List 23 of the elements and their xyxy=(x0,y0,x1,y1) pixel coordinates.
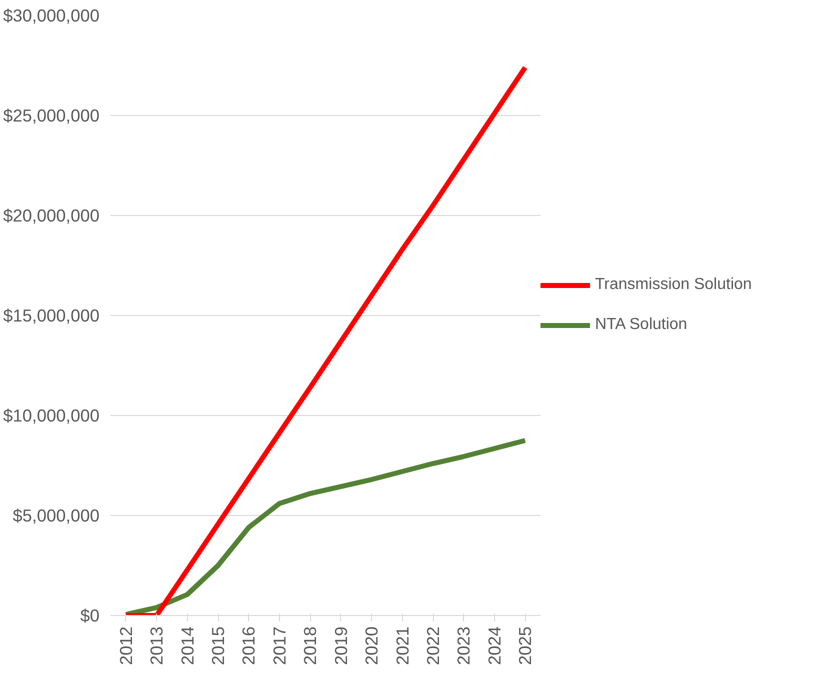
x-tick-label: 2016 xyxy=(238,626,259,666)
y-tick-label: $30,000,000 xyxy=(3,6,100,26)
x-tick-label: 2025 xyxy=(515,626,536,666)
y-tick-label: $25,000,000 xyxy=(3,106,100,126)
x-tick-label: 2013 xyxy=(146,626,167,666)
x-tick-label: 2021 xyxy=(392,626,412,666)
x-tick-label: 2012 xyxy=(116,626,136,666)
x-tick-label: 2019 xyxy=(330,626,351,666)
x-tick-label: 2014 xyxy=(177,626,198,666)
y-tick-label: $5,000,000 xyxy=(12,506,100,526)
x-tick-label: 2017 xyxy=(269,626,290,666)
legend-label: Transmission Solution xyxy=(595,276,752,294)
x-tick-label: 2015 xyxy=(208,626,228,666)
x-tick-label: 2020 xyxy=(362,626,382,666)
y-tick-label: $0 xyxy=(80,606,100,626)
y-tick-label: $20,000,000 xyxy=(3,206,100,226)
x-tick-label: 2018 xyxy=(300,626,320,666)
legend-label: NTA Solution xyxy=(595,316,688,334)
x-tick-label: 2022 xyxy=(423,626,443,666)
y-tick-label: $15,000,000 xyxy=(3,306,100,326)
x-tick-label: 2023 xyxy=(454,626,474,666)
y-tick-label: $10,000,000 xyxy=(3,406,100,426)
x-tick-label: 2024 xyxy=(484,626,504,666)
